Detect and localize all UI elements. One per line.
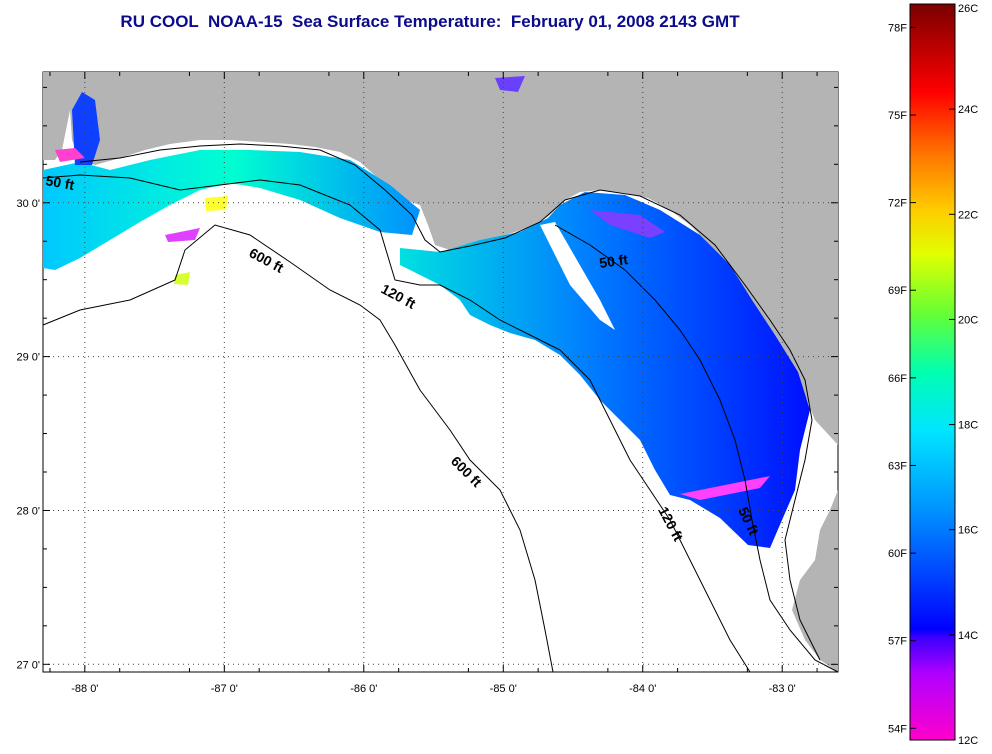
lon-tick-label: -87 0' bbox=[211, 683, 238, 695]
colorbar-f-label: 66F bbox=[888, 373, 907, 385]
lon-tick-label: -85 0' bbox=[490, 683, 517, 695]
depth-contours bbox=[42, 143, 839, 673]
map-title: RU COOL NOAA-15 Sea Surface Temperature:… bbox=[120, 12, 740, 31]
lat-tick-label: 28 0' bbox=[16, 505, 40, 517]
axis-ticks: 30 0' 29 0' 28 0' 27 0' -88 0' -87 0' -86 0' -8… bbox=[16, 72, 838, 695]
colorbar-f-label: 69F bbox=[888, 285, 907, 297]
colorbar-c-label: 18C bbox=[958, 420, 978, 432]
colorbar-f-label: 60F bbox=[888, 548, 907, 560]
lon-tick-label: -84 0' bbox=[629, 683, 656, 695]
lat-tick-label: 30 0' bbox=[16, 198, 40, 210]
graticule bbox=[43, 72, 838, 672]
contour-label: 50 ft bbox=[598, 251, 629, 271]
lat-tick-label: 27 0' bbox=[16, 659, 40, 671]
colorbar-c-label: 16C bbox=[958, 525, 978, 537]
colorbar-f-label: 54F bbox=[888, 723, 907, 735]
colorbar-c-label: 20C bbox=[958, 314, 978, 326]
lat-tick-label: 29 0' bbox=[16, 352, 40, 364]
colorbar-c-label: 22C bbox=[958, 209, 978, 221]
colorbar-f-label: 72F bbox=[888, 198, 907, 210]
contour-label: 50 ft bbox=[44, 172, 75, 193]
colorbar-c-label: 12C bbox=[958, 735, 978, 747]
colorbar-f-label: 75F bbox=[888, 110, 907, 122]
lon-tick-label: -88 0' bbox=[71, 683, 98, 695]
colorbar-f-label: 63F bbox=[888, 460, 907, 472]
colorbar-f-label: 57F bbox=[888, 636, 907, 648]
colorbar-c-label: 26C bbox=[958, 3, 978, 15]
colorbar-c-label: 24C bbox=[958, 104, 978, 116]
colorbar: 26C 24C 22C 20C 18C 16C 14C 12C 78F 75F 72F 69F 66F 6… bbox=[888, 3, 978, 747]
colorbar-c-label: 14C bbox=[958, 630, 978, 642]
lon-tick-label: -86 0' bbox=[350, 683, 377, 695]
colorbar-scale bbox=[909, 3, 956, 741]
colorbar-f-label: 78F bbox=[888, 22, 907, 34]
lon-tick-label: -83 0' bbox=[769, 683, 796, 695]
